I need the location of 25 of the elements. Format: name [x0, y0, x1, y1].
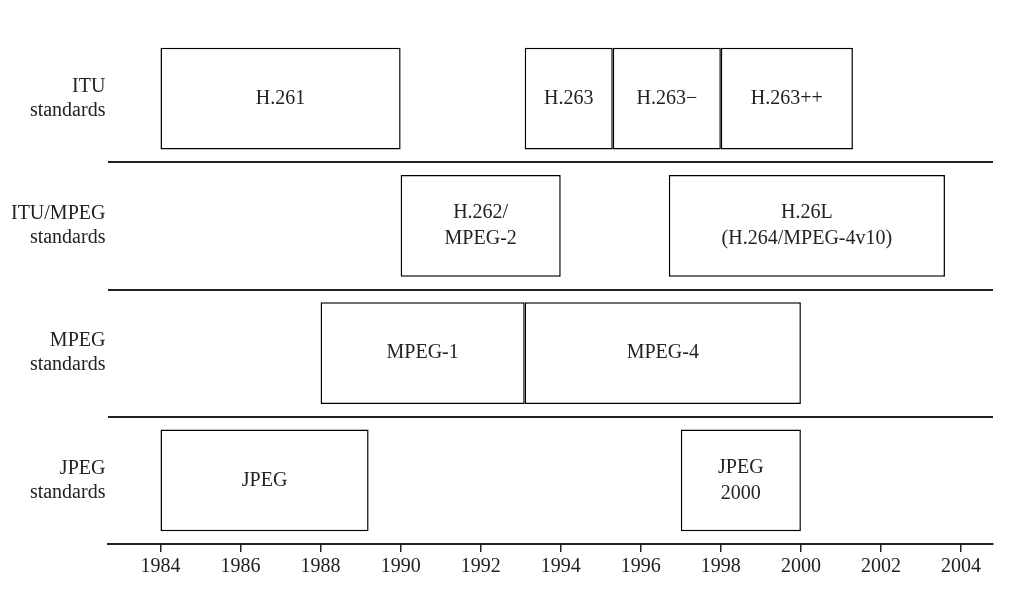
x-tick-label: 1994 [540, 554, 581, 577]
series-label: H.263++ [750, 85, 823, 108]
series-label: JPEG [241, 467, 288, 490]
x-tick-label: 1992 [460, 554, 501, 577]
y-tick-label: JPEG standards [29, 455, 106, 502]
y-tick-label: MPEG standards [29, 328, 106, 375]
x-tick-label: 1988 [300, 554, 341, 577]
x-tick-label: 1986 [220, 554, 261, 577]
x-tick-label: 1990 [380, 554, 421, 577]
x-tick-label: 1998 [700, 554, 741, 577]
y-tick-label: ITU standards [29, 73, 106, 120]
series-label: H.262/ MPEG-2 [444, 200, 517, 249]
series-label: H.26L (H.264/MPEG-4v10) [721, 200, 893, 250]
series-label: MPEG-1 [386, 340, 459, 363]
series-label: H.263− [636, 85, 698, 108]
series-label: MPEG-4 [626, 340, 699, 363]
series-label: H.261 [255, 85, 306, 108]
series-label: H.263 [544, 85, 594, 108]
x-tick-label: 2002 [860, 554, 901, 577]
series-label: JPEG 2000 [718, 454, 764, 503]
x-tick-label: 1984 [140, 554, 181, 577]
x-tick-label: 1996 [620, 554, 661, 577]
x-tick-label: 2004 [940, 554, 981, 577]
x-tick-label: 2000 [780, 554, 821, 577]
y-tick-label: ITU/MPEG standards [10, 201, 106, 248]
